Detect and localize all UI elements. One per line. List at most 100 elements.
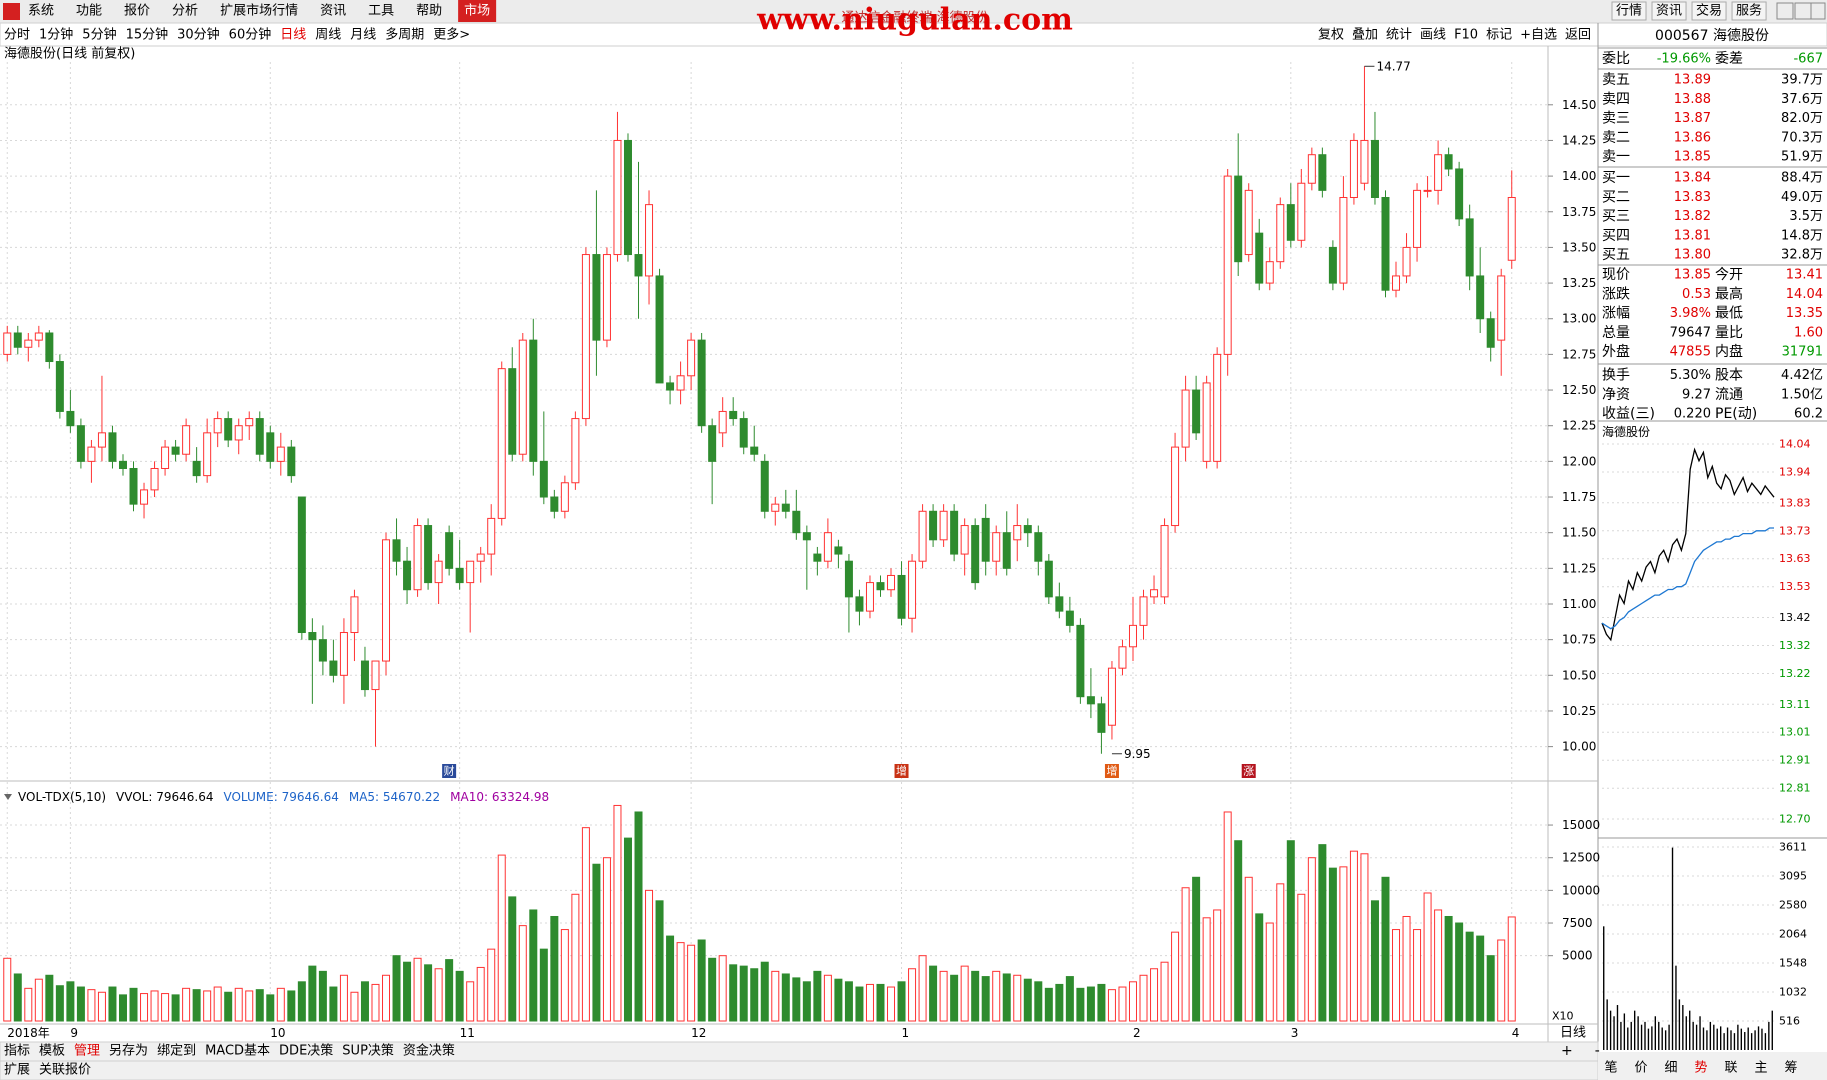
y-tick-label: 13.73 <box>1779 524 1811 537</box>
volume-bar <box>487 948 496 1022</box>
event-marker <box>894 764 909 778</box>
period-tab[interactable]: 日线 <box>280 28 306 43</box>
candle-body <box>1349 139 1358 198</box>
volume-bar <box>855 986 864 1022</box>
candle-body <box>645 204 654 277</box>
volume-bar <box>403 961 412 1022</box>
period-tab[interactable]: 多周期 <box>385 27 424 43</box>
menu-item[interactable]: 市场 <box>464 3 490 19</box>
book-label: 卖二 <box>1602 130 1630 146</box>
volume-bar <box>929 965 938 1022</box>
side-tab[interactable]: 联 <box>1724 1061 1737 1076</box>
volume-bar <box>1055 983 1064 1022</box>
nav-button[interactable]: 资讯 <box>1656 4 1682 19</box>
tool-button[interactable]: F10 <box>1454 28 1478 43</box>
indicator-tab[interactable]: DDE决策 <box>279 1043 333 1059</box>
candle-body <box>992 532 1001 562</box>
stat-value: 13.35 <box>1786 306 1823 321</box>
period-tab[interactable]: 30分钟 <box>177 27 220 43</box>
period-tab[interactable]: 分时 <box>4 28 30 43</box>
tool-button[interactable]: 统计 <box>1386 28 1412 43</box>
period-tab[interactable]: 月线 <box>350 28 376 43</box>
candle-body <box>234 425 243 441</box>
period-tab[interactable]: 1分钟 <box>39 27 73 43</box>
menu-item[interactable]: 工具 <box>368 4 394 19</box>
tool-button[interactable]: 画线 <box>1420 28 1446 43</box>
volume-bar <box>1307 857 1316 1022</box>
candle-body <box>687 339 696 377</box>
menu-item[interactable]: 分析 <box>172 4 198 19</box>
indicator-tab[interactable]: MACD基本 <box>205 1044 270 1059</box>
bottom-tab[interactable]: 关联报价 <box>39 1063 91 1078</box>
zoom-button[interactable]: - <box>1595 1043 1600 1059</box>
tool-button[interactable]: 标记 <box>1486 28 1512 43</box>
nav-button[interactable]: 交易 <box>1696 3 1722 19</box>
volume-bar <box>1286 840 1295 1022</box>
side-tab[interactable]: 笔 <box>1604 1060 1617 1076</box>
intraday-volume-bar <box>1692 1021 1694 1050</box>
volume-bar <box>182 987 191 1022</box>
period-tab[interactable]: 15分钟 <box>126 27 169 43</box>
menu-item[interactable]: 功能 <box>76 4 102 19</box>
side-tab[interactable]: 主 <box>1754 1061 1767 1076</box>
tool-button[interactable]: 复权 <box>1318 27 1344 43</box>
candle-body <box>1328 246 1337 284</box>
nav-button[interactable]: 行情 <box>1616 4 1642 19</box>
indicator-tab[interactable]: 绑定到 <box>157 1044 196 1059</box>
intraday-volume-bar <box>1723 1033 1725 1050</box>
volume-bar <box>1476 935 1485 1022</box>
candle-body <box>1150 589 1159 598</box>
side-tab[interactable]: 价 <box>1634 1061 1647 1076</box>
indicator-tab[interactable]: SUP决策 <box>342 1043 394 1059</box>
candle-body <box>760 460 769 512</box>
tool-button[interactable]: 叠加 <box>1352 28 1378 43</box>
event-marker <box>1104 764 1119 778</box>
volume-bar <box>950 974 959 1022</box>
side-tab[interactable]: 筹 <box>1784 1060 1797 1076</box>
period-tab[interactable]: 更多> <box>433 27 470 43</box>
zoom-button[interactable]: + <box>1561 1043 1573 1059</box>
candle-body <box>203 432 212 477</box>
menu-item[interactable]: 资讯 <box>320 4 346 19</box>
volume-bar <box>1171 931 1180 1022</box>
candle-body <box>245 418 254 427</box>
tool-button[interactable]: +自选 <box>1520 28 1557 43</box>
menu-item[interactable]: 帮助 <box>416 4 442 19</box>
y-tick-label: 13.94 <box>1779 465 1811 478</box>
menu-item[interactable]: 报价 <box>124 4 150 19</box>
indicator-tab[interactable]: 另存为 <box>109 1044 148 1059</box>
nav-button-box <box>1691 1 1727 21</box>
indicator-tab[interactable]: 管理 <box>74 1044 100 1059</box>
y-tick-label: 1548 <box>1779 956 1807 969</box>
volume-bar <box>908 968 917 1022</box>
y-tick-label: 3611 <box>1779 841 1807 854</box>
candle-body <box>918 510 927 562</box>
period-tab[interactable]: 周线 <box>315 28 341 43</box>
side-tab[interactable]: 势 <box>1694 1060 1707 1076</box>
period-tab[interactable]: 60分钟 <box>229 27 272 43</box>
volume-bar <box>339 974 348 1022</box>
menu-item[interactable]: 系统 <box>28 4 54 19</box>
tool-button[interactable]: 返回 <box>1565 28 1591 43</box>
period-tab[interactable]: 5分钟 <box>82 27 116 43</box>
indicator-tab[interactable]: 指标 <box>4 1044 30 1059</box>
close[interactable] <box>1810 2 1826 20</box>
bottom-tab[interactable]: 扩展 <box>4 1063 30 1078</box>
indicator-tab[interactable]: 模板 <box>39 1044 65 1059</box>
menu-item[interactable]: 扩展市场行情 <box>220 3 298 19</box>
y-tick-label: 3095 <box>1779 870 1807 883</box>
indicator-tab[interactable]: 资金决策 <box>403 1043 455 1059</box>
minimize[interactable] <box>1776 2 1794 20</box>
nav-button[interactable]: 服务 <box>1736 3 1762 19</box>
book-price: 13.86 <box>1674 130 1711 145</box>
side-tab[interactable]: 细 <box>1664 1061 1677 1076</box>
volume-bar <box>3 957 12 1022</box>
candle-body <box>1360 139 1369 184</box>
volume-bar <box>224 991 233 1022</box>
intraday-volume-bar <box>1620 1021 1622 1050</box>
book-label: 卖三 <box>1602 111 1630 127</box>
intraday-volume-bar <box>1709 1021 1712 1050</box>
volume-bar <box>1213 909 1222 1022</box>
intraday-volume-bar <box>1699 1016 1701 1050</box>
